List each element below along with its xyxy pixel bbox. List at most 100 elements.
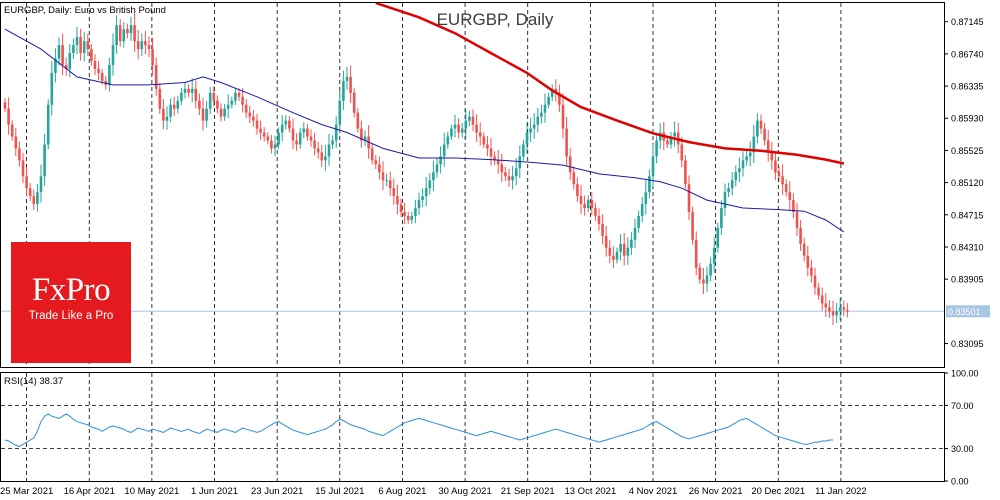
candle-body [802,243,806,256]
candle-body [489,148,493,157]
candle-body [273,144,277,149]
x-tick-label: 26 Nov 2021 [689,486,743,497]
candle-body [730,180,734,189]
candle-body [716,227,720,248]
candle-body [842,307,846,310]
candle-body [799,227,802,244]
candle-body [410,215,414,220]
candle-body [504,172,507,177]
candle-body [241,96,244,105]
candle-body [306,128,309,137]
rsi-tick-label: 70.00 [951,401,974,411]
candle-body [298,132,302,145]
candle-body [820,295,824,304]
candle-body [111,45,115,65]
candle-body [637,215,640,228]
candle-body [237,92,241,97]
x-tick-label: 4 Nov 2021 [629,486,678,497]
candle-body [536,116,540,125]
candle-body [651,156,655,177]
candle-body [464,120,468,129]
candle-body [316,148,320,153]
candle-body [558,92,561,105]
symbol-info-label: EURGBP, Daily: Euro vs British Pound [4,5,166,16]
x-tick-label: 16 Apr 2021 [64,486,115,497]
candle-body [378,164,381,173]
candle-body [183,88,187,93]
candle-body [554,88,558,93]
candle-body [648,176,651,193]
candle-body [417,200,421,209]
candle-body [399,204,403,213]
candle-body [468,116,471,121]
candle-body [831,311,835,316]
candle-body [655,140,658,157]
candle-body [626,247,630,256]
candle-body [741,160,745,169]
candle-body [46,104,50,145]
candle-body [72,45,75,54]
candle-body [810,267,813,276]
candle-body [252,116,255,121]
candle-body [615,251,619,260]
rsi-label: RSI(14) 38.37 [4,376,63,387]
candle-body [522,144,525,157]
candle-body [777,172,781,177]
candle-body [421,196,424,201]
candle-body [97,68,100,73]
candle-body [403,212,406,216]
candle-body [763,128,766,141]
candle-body [50,72,54,105]
candle-body [187,88,190,93]
candle-body [129,25,133,34]
candle-body [90,49,93,62]
candle-body [698,267,702,280]
candle-body [439,156,442,165]
candle-body [198,100,201,109]
candle-body [500,164,504,173]
rsi-line [4,413,833,447]
candle-body [813,275,817,288]
candle-body [327,144,331,157]
candle-body [360,128,363,141]
candle-body [392,188,396,197]
candle-body [550,88,554,97]
candle-body [446,136,450,145]
candle-body [284,120,288,125]
candle-body [601,223,604,236]
price-panel-frame [0,2,945,368]
candle-body [702,279,705,284]
x-tick-label: 25 Mar 2021 [0,486,53,497]
candle-body [374,160,378,165]
candle-body [18,148,21,161]
fxpro-logo: FxPro Trade Like a Pro [11,242,131,363]
candle-body [817,287,820,296]
x-tick-label: 6 Aug 2021 [378,486,426,497]
candle-body [205,108,208,121]
candle-body [136,41,140,50]
candle-body [406,215,410,220]
candle-body [190,88,194,93]
candle-body [36,192,39,205]
candle-body [795,212,799,228]
candle-body [14,136,18,149]
candle-body [518,156,522,169]
candle-body [82,41,86,54]
current-price-tag [946,305,990,318]
candle-body [259,128,262,133]
candle-body [720,208,723,228]
candle-body [86,41,90,50]
candle-body [608,247,612,256]
candle-body [208,92,212,109]
candle-body [666,140,669,145]
candle-body [108,64,111,85]
candle-body [226,104,230,109]
y-tick-label: 0.86335 [951,82,984,92]
rsi-tick-label: 30.00 [951,444,974,454]
x-tick-label: 20 Dec 2021 [751,486,805,497]
candle-body [511,176,514,181]
candle-body [381,172,385,181]
candle-body [687,184,691,213]
